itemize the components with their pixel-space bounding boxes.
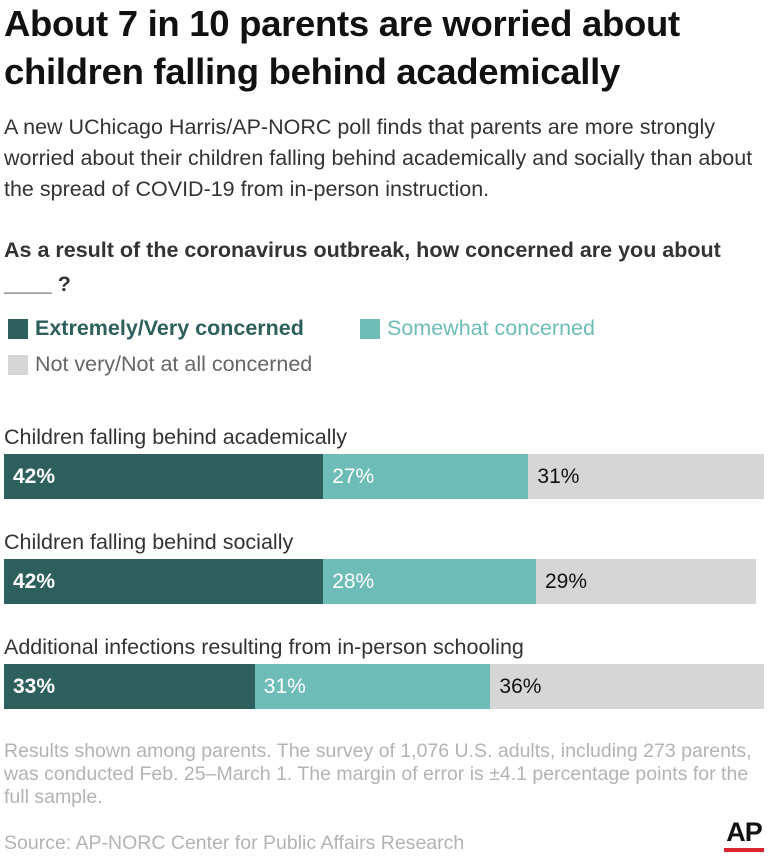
- bar-segment-infections-not: 36%: [490, 664, 764, 709]
- bar-segment-socially-extremely: 42%: [4, 559, 324, 604]
- data-label-socially-extremely: 42%: [13, 569, 56, 593]
- legend-item-extremely: Extremely/Very concerned: [8, 316, 304, 341]
- legend-label-not: Not very/Not at all concerned: [35, 352, 313, 376]
- data-label-academically-not: 31%: [537, 464, 580, 488]
- bar-segment-socially-not: 29%: [536, 559, 757, 604]
- data-label-infections-not: 36%: [499, 674, 542, 698]
- legend-swatch-extremely: [8, 318, 28, 339]
- legend-swatch-not: [8, 354, 28, 375]
- data-label-academically-extremely: 42%: [13, 464, 56, 488]
- data-label-infections-somewhat: 31%: [263, 674, 306, 698]
- bar-row-socially: 42% 28% 29%: [4, 559, 764, 604]
- bar-row-academically: 42% 27% 31%: [4, 454, 764, 499]
- bar-group-infections: Additional infections resulting from in-…: [4, 630, 764, 709]
- chart-subtitle: A new UChicago Harris/AP-NORC poll finds…: [4, 115, 753, 201]
- bar-group-academically: Children falling behind academically 42% 2…: [4, 420, 764, 499]
- legend: Extremely/Very concerned Somewhat concer…: [4, 312, 764, 382]
- data-label-academically-somewhat: 27%: [332, 464, 375, 488]
- legend-label-somewhat: Somewhat concerned: [387, 316, 595, 340]
- category-label-academically: Children falling behind academically: [4, 425, 348, 449]
- bar-group-socially: Children falling behind socially 42% 28% 29…: [4, 525, 764, 604]
- data-label-socially-not: 29%: [545, 569, 588, 593]
- bar-segment-academically-somewhat: 27%: [323, 454, 529, 499]
- ap-logo-text: AP: [726, 817, 763, 847]
- ap-logo: AP: [724, 818, 764, 856]
- data-label-infections-extremely: 33%: [13, 674, 56, 698]
- legend-label-extremely: Extremely/Very concerned: [35, 316, 304, 340]
- chart-title: About 7 in 10 parents are worried about …: [4, 3, 680, 92]
- legend-item-somewhat: Somewhat concerned: [360, 316, 595, 341]
- legend-item-not: Not very/Not at all concerned: [8, 352, 312, 377]
- bar-segment-academically-extremely: 42%: [4, 454, 324, 499]
- bar-row-infections: 33% 31% 36%: [4, 664, 764, 709]
- ap-logo-underline: [724, 848, 764, 852]
- survey-question: As a result of the coronavirus outbreak,…: [4, 238, 721, 296]
- bar-segment-academically-not: 31%: [528, 454, 764, 499]
- legend-swatch-somewhat: [360, 318, 380, 339]
- source-note: Source: AP-NORC Center for Public Affair…: [4, 832, 465, 854]
- bar-segment-infections-somewhat: 31%: [254, 664, 491, 709]
- category-label-socially: Children falling behind socially: [4, 530, 294, 554]
- category-label-infections: Additional infections resulting from in-…: [4, 635, 524, 659]
- bar-segment-infections-extremely: 33%: [4, 664, 255, 709]
- data-label-socially-somewhat: 28%: [332, 569, 375, 593]
- methodology-note: Results shown among parents. The survey …: [4, 740, 752, 808]
- bar-segment-socially-somewhat: 28%: [323, 559, 536, 604]
